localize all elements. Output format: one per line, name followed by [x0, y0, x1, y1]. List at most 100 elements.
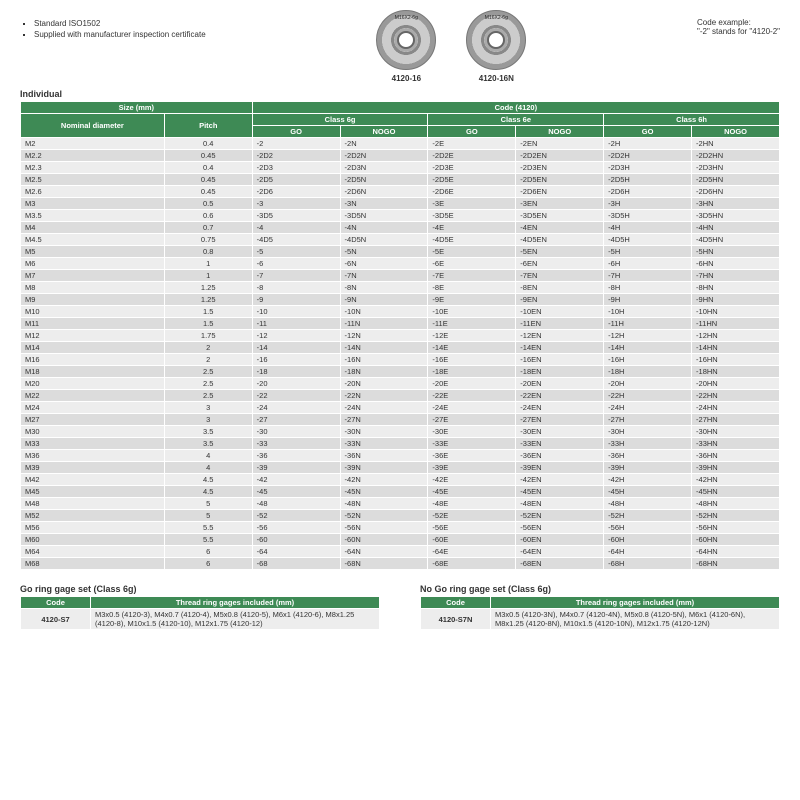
cell-6g-nogo: -39N — [340, 462, 428, 474]
table-row: M111.5-11-11N-11E-11EN-11H-11HN — [21, 318, 780, 330]
cell-6e-nogo: -60EN — [516, 534, 604, 546]
cell-6h-go: -24H — [604, 402, 692, 414]
cell-nominal: M2.6 — [21, 186, 165, 198]
cell-6e-go: -27E — [428, 414, 516, 426]
product-images: 4120-16 4120-16N — [376, 10, 526, 83]
cell-6h-nogo: -2D6HN — [692, 186, 780, 198]
cell-pitch: 1 — [164, 258, 252, 270]
cell-6e-go: -20E — [428, 378, 516, 390]
cell-6h-nogo: -2D2HN — [692, 150, 780, 162]
cell-6e-go: -42E — [428, 474, 516, 486]
cell-6e-go: -48E — [428, 498, 516, 510]
cell-6g-go: -33 — [252, 438, 340, 450]
cell-nominal: M2.2 — [21, 150, 165, 162]
cell-6e-nogo: -52EN — [516, 510, 604, 522]
table-row: M2.30.4-2D3-2D3N-2D3E-2D3EN-2D3H-2D3HN — [21, 162, 780, 174]
cell-nominal: M18 — [21, 366, 165, 378]
cell-6h-go: -2D6H — [604, 186, 692, 198]
cell-6h-nogo: -10HN — [692, 306, 780, 318]
cell-6e-nogo: -6EN — [516, 258, 604, 270]
cell-6e-nogo: -14EN — [516, 342, 604, 354]
cell-pitch: 6 — [164, 558, 252, 570]
cell-6g-nogo: -3D5N — [340, 210, 428, 222]
cell-6g-nogo: -2D3N — [340, 162, 428, 174]
cell-6h-nogo: -4D5HN — [692, 234, 780, 246]
cell-6g-nogo: -7N — [340, 270, 428, 282]
cell-6e-go: -12E — [428, 330, 516, 342]
cell-6h-go: -3H — [604, 198, 692, 210]
cell-pitch: 6 — [164, 546, 252, 558]
cell-6g-go: -68 — [252, 558, 340, 570]
table-row: M121.75-12-12N-12E-12EN-12H-12HN — [21, 330, 780, 342]
table-row: M364-36-36N-36E-36EN-36H-36HN — [21, 450, 780, 462]
cell-6h-nogo: -14HN — [692, 342, 780, 354]
cell-6e-nogo: -39EN — [516, 462, 604, 474]
cell-nominal: M7 — [21, 270, 165, 282]
cell-6h-go: -2D2H — [604, 150, 692, 162]
table-row: M4.50.75-4D5-4D5N-4D5E-4D5EN-4D5H-4D5HN — [21, 234, 780, 246]
cell-6h-go: -4H — [604, 222, 692, 234]
cell-6g-go: -2D2 — [252, 150, 340, 162]
cell-6g-nogo: -10N — [340, 306, 428, 318]
cell-6h-go: -48H — [604, 498, 692, 510]
cell-6e-nogo: -64EN — [516, 546, 604, 558]
cell-6g-go: -16 — [252, 354, 340, 366]
cell-6e-nogo: -3D5EN — [516, 210, 604, 222]
cell-6h-nogo: -6HN — [692, 258, 780, 270]
table-row: M485-48-48N-48E-48EN-48H-48HN — [21, 498, 780, 510]
cell-6e-go: -30E — [428, 426, 516, 438]
cell-6h-go: -30H — [604, 426, 692, 438]
cell-6e-nogo: -5EN — [516, 246, 604, 258]
cell-nominal: M14 — [21, 342, 165, 354]
cell-6e-go: -8E — [428, 282, 516, 294]
nogo-set-title: No Go ring gage set (Class 6g) — [420, 584, 780, 594]
cell-6e-go: -6E — [428, 258, 516, 270]
cell-6g-nogo: -5N — [340, 246, 428, 258]
top-row: Standard ISO1502 Supplied with manufactu… — [20, 10, 780, 83]
cell-6g-go: -2D3 — [252, 162, 340, 174]
cell-pitch: 5.5 — [164, 534, 252, 546]
go-set-title: Go ring gage set (Class 6g) — [20, 584, 380, 594]
cell-6e-nogo: -56EN — [516, 522, 604, 534]
cell-6h-nogo: -60HN — [692, 534, 780, 546]
cell-nominal: M68 — [21, 558, 165, 570]
cell-nominal: M36 — [21, 450, 165, 462]
cell-pitch: 5 — [164, 498, 252, 510]
cell-6h-nogo: -2D3HN — [692, 162, 780, 174]
cell-nominal: M33 — [21, 438, 165, 450]
cell-6e-nogo: -12EN — [516, 330, 604, 342]
cell-pitch: 0.45 — [164, 150, 252, 162]
cell-nominal: M2.5 — [21, 174, 165, 186]
cell-6h-nogo: -45HN — [692, 486, 780, 498]
cell-nominal: M6 — [21, 258, 165, 270]
cell-6g-go: -3D5 — [252, 210, 340, 222]
table-row: M605.5-60-60N-60E-60EN-60H-60HN — [21, 534, 780, 546]
note-item: Standard ISO1502 — [34, 18, 206, 29]
cell-6g-nogo: -20N — [340, 378, 428, 390]
cell-pitch: 1 — [164, 270, 252, 282]
cell-6h-go: -14H — [604, 342, 692, 354]
hdr-go: GO — [604, 126, 692, 138]
cell-6h-go: -22H — [604, 390, 692, 402]
cell-6e-go: -33E — [428, 438, 516, 450]
cell-6h-nogo: -48HN — [692, 498, 780, 510]
cell-6e-nogo: -11EN — [516, 318, 604, 330]
cell-nominal: M48 — [21, 498, 165, 510]
go-set-code: 4120-S7 — [21, 609, 91, 630]
hdr-pitch: Pitch — [164, 114, 252, 138]
cell-6e-nogo: -45EN — [516, 486, 604, 498]
product-code: 4120-16 — [376, 74, 436, 83]
cell-6e-go: -3E — [428, 198, 516, 210]
table-row: M646-64-64N-64E-64EN-64H-64HN — [21, 546, 780, 558]
cell-6h-go: -7H — [604, 270, 692, 282]
cell-6e-go: -68E — [428, 558, 516, 570]
cell-6h-go: -64H — [604, 546, 692, 558]
cell-6h-go: -5H — [604, 246, 692, 258]
cell-nominal: M10 — [21, 306, 165, 318]
cell-pitch: 0.8 — [164, 246, 252, 258]
cell-6h-nogo: -16HN — [692, 354, 780, 366]
cell-6e-go: -64E — [428, 546, 516, 558]
cell-6g-nogo: -18N — [340, 366, 428, 378]
cell-6e-nogo: -30EN — [516, 426, 604, 438]
hdr-nominal: Nominal diameter — [21, 114, 165, 138]
